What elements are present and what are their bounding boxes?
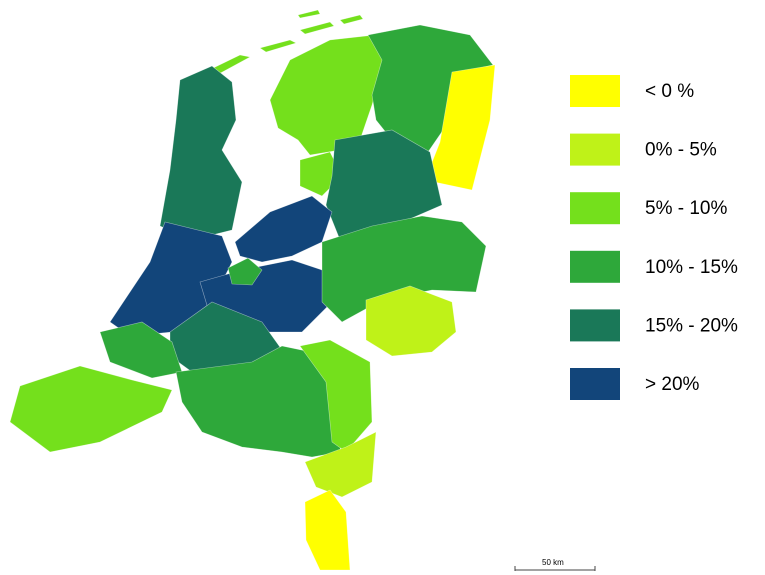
region <box>259 39 297 53</box>
region <box>299 339 373 453</box>
legend-label: 0% - 5% <box>645 140 717 161</box>
region <box>227 257 263 286</box>
region <box>234 195 333 263</box>
region <box>304 431 377 498</box>
legend-label: > 20% <box>645 374 700 395</box>
region <box>321 215 487 323</box>
region <box>367 24 494 153</box>
legend-label: 10% - 15% <box>645 257 738 278</box>
region <box>304 489 351 571</box>
legend-label: 15% - 20% <box>645 315 738 336</box>
region <box>339 14 364 25</box>
region <box>297 9 321 19</box>
legend-label: 5% - 10% <box>645 198 727 219</box>
legend-swatch <box>570 75 620 107</box>
regions <box>9 9 496 571</box>
legend-label: < 0 % <box>645 81 694 102</box>
legend-swatch <box>570 133 620 166</box>
legend-swatch <box>570 192 620 225</box>
region <box>424 64 496 191</box>
region <box>9 365 173 453</box>
legend: < 0 % 0% - 5% 5% - 10% 10% - 15% 15% - 20% > … <box>570 75 738 400</box>
legend-swatch <box>570 368 620 400</box>
scale-label: 50 km <box>542 558 564 567</box>
region <box>159 65 243 241</box>
legend-swatch <box>570 309 620 342</box>
region <box>365 285 457 357</box>
region <box>299 21 335 35</box>
legend-swatch <box>570 250 620 283</box>
